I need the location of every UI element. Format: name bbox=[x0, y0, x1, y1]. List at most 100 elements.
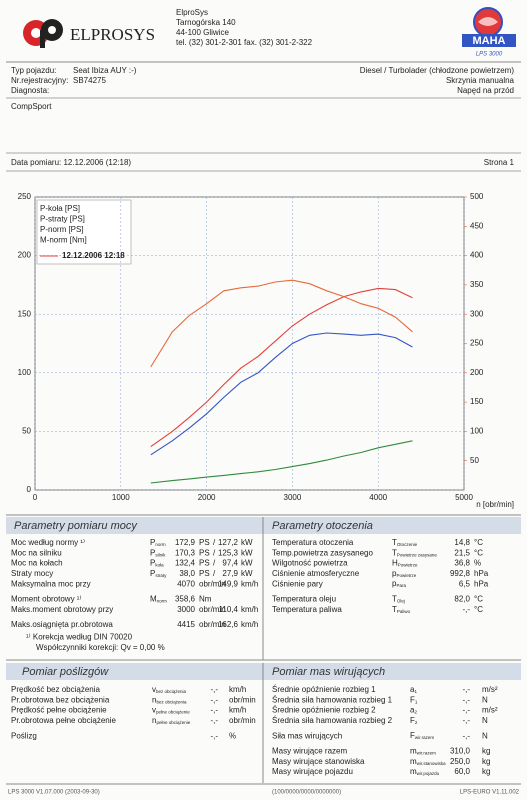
row-value: -,- bbox=[462, 731, 470, 740]
row-label: Prędkość bez obciążenia bbox=[11, 685, 100, 694]
row-unit: kW bbox=[241, 548, 253, 557]
row-value: 250,0 bbox=[450, 757, 471, 766]
row-value: -,- bbox=[462, 716, 470, 725]
row-symbol: Pnorm bbox=[150, 538, 166, 547]
symbol-sub: pełne obciążenie bbox=[156, 720, 190, 725]
symbol: n bbox=[152, 716, 156, 725]
row-unit: N bbox=[482, 695, 488, 704]
legend-entry: P-koła [PS] bbox=[40, 204, 80, 213]
symbol: M bbox=[150, 595, 157, 604]
row-value: 358,6 bbox=[175, 595, 196, 604]
y2-tick-label: 100 bbox=[470, 427, 484, 436]
row-label: Masy wirujące razem bbox=[272, 747, 347, 756]
row-value: 36,8 bbox=[454, 559, 470, 568]
row-unit: °C bbox=[474, 538, 483, 547]
y-tick-label: 0 bbox=[27, 485, 32, 494]
symbol-sub: Powietrze bbox=[398, 563, 418, 568]
brand: MAHA bbox=[473, 35, 506, 47]
row-symbol: TOtoczenie bbox=[392, 538, 418, 547]
row-label: Straty mocy bbox=[11, 569, 53, 578]
symbol-sub: Paliwo bbox=[397, 609, 411, 614]
legend bbox=[36, 199, 132, 265]
x-tick-label: 3000 bbox=[284, 493, 302, 502]
symbol: v bbox=[152, 706, 156, 715]
symbol-sub: bez obciążenia bbox=[156, 699, 187, 704]
symbol: v bbox=[152, 685, 156, 694]
row-label: Temperatura otoczenia bbox=[272, 538, 354, 547]
row-value: 172,9 bbox=[175, 538, 196, 547]
symbol-sub: straty bbox=[155, 573, 167, 578]
symbol: P bbox=[150, 538, 155, 547]
symbol: P bbox=[150, 548, 155, 557]
row-unit: hPa bbox=[474, 569, 489, 578]
row-label: Wilgotność powietrza bbox=[272, 559, 348, 568]
row-unit: hPa bbox=[474, 579, 489, 588]
row-unit: obr/min bbox=[229, 716, 256, 725]
series-line bbox=[150, 440, 413, 484]
row-unit: kW bbox=[241, 538, 253, 547]
row-unit: kg bbox=[482, 767, 490, 776]
row-label: Średnia siła hamowania rozbieg 1 bbox=[272, 695, 393, 704]
row-label: Maks.moment obrotowy przy bbox=[11, 605, 113, 614]
symbol-sub: 1 bbox=[415, 699, 418, 704]
vehicle-label: Diagnosta: bbox=[11, 86, 49, 95]
y2-tick-label: 450 bbox=[470, 221, 484, 230]
brand-model: LPS 3000 bbox=[476, 52, 503, 58]
row-label: Masy wirujące stanowiska bbox=[272, 757, 365, 766]
row-value: 4070 bbox=[177, 579, 195, 588]
row-unit: N bbox=[482, 731, 488, 740]
row-symbol: pPara bbox=[392, 579, 406, 588]
row-symbol: mwir.stanowiska bbox=[410, 757, 446, 766]
symbol: T bbox=[392, 538, 397, 547]
x-tick-label: 2000 bbox=[198, 493, 216, 502]
row-symbol: mwir.pojazdu bbox=[410, 767, 440, 776]
row-symbol: npełne obciążenie bbox=[152, 716, 191, 725]
row-label: Średnia siła hamowania rozbieg 2 bbox=[272, 716, 393, 725]
y-tick-label: 100 bbox=[18, 368, 32, 377]
row-unit: PS bbox=[199, 548, 210, 557]
row-unit: kW bbox=[241, 569, 253, 578]
symbol: P bbox=[150, 559, 155, 568]
row-unit: km/h bbox=[241, 579, 258, 588]
row-value: -,- bbox=[462, 695, 470, 704]
symbol-sub: wir.pojazdu bbox=[417, 771, 440, 776]
row-value: -,- bbox=[210, 731, 218, 740]
row-value: 14,8 bbox=[454, 538, 470, 547]
row-value: 97,4 bbox=[222, 559, 238, 568]
separator: / bbox=[213, 569, 216, 578]
series-line bbox=[150, 332, 413, 456]
row-value: -,- bbox=[462, 706, 470, 715]
symbol: m bbox=[410, 767, 417, 776]
symbol-sub: 2 bbox=[415, 720, 418, 725]
symbol-sub: Otoczenie bbox=[397, 542, 418, 547]
row-value: 170,3 bbox=[175, 548, 196, 557]
symbol: H bbox=[392, 559, 398, 568]
row-symbol: nbez obciążenia bbox=[152, 695, 187, 704]
x-tick-label: 5000 bbox=[455, 493, 473, 502]
footer: (100/0000/0000/0000000) bbox=[272, 790, 341, 796]
row-label: Temperatura oleju bbox=[272, 595, 336, 604]
row-symbol: Psilnik bbox=[150, 548, 166, 557]
symbol-sub: Powietrze zasysane bbox=[397, 552, 438, 557]
row-label: Poślizg bbox=[11, 731, 37, 740]
row-value: 38,0 bbox=[179, 569, 195, 578]
row-symbol: TPaliwo bbox=[392, 605, 411, 614]
row-value: -,- bbox=[210, 716, 218, 725]
elprosys-logo bbox=[23, 19, 63, 48]
address-line: tel. (32) 301-2-301 fax. (32) 301-2-322 bbox=[176, 38, 313, 47]
symbol: a bbox=[410, 685, 415, 694]
legend-entry: P-straty [PS] bbox=[40, 215, 85, 224]
symbol-sub: bez obciążenia bbox=[156, 689, 187, 694]
row-unit: °C bbox=[474, 595, 483, 604]
series-line bbox=[150, 287, 413, 448]
symbol: m bbox=[410, 747, 417, 756]
note: CompSport bbox=[11, 102, 52, 111]
row-value: 162,6 bbox=[218, 620, 239, 629]
row-unit: obr/min bbox=[199, 579, 226, 588]
date: Data pomiaru: 12.12.2006 (12:18) bbox=[11, 158, 131, 167]
row-value: 992,8 bbox=[450, 569, 471, 578]
y2-tick-label: 300 bbox=[470, 309, 484, 318]
row-symbol: vbez obciążenia bbox=[152, 685, 187, 694]
row-unit: % bbox=[229, 731, 236, 740]
y2-tick-label: 200 bbox=[470, 368, 484, 377]
